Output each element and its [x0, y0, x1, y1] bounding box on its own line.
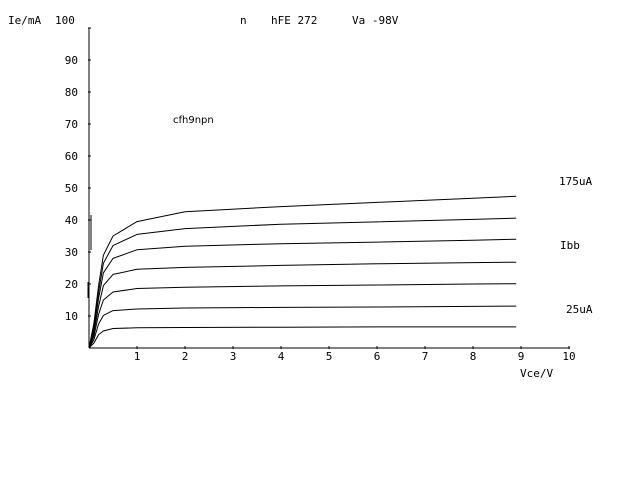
y-tick-top-label: 100 [55, 14, 75, 27]
y-tick-label-60: 60 [65, 150, 78, 163]
y-tick-label-40: 40 [65, 214, 78, 227]
x-tick-label-8: 8 [470, 350, 477, 363]
x-tick-label-5: 5 [326, 350, 333, 363]
x-tick-label-9: 9 [518, 350, 525, 363]
x-tick-label-3: 3 [230, 350, 237, 363]
curve-label-middle: Ibb [560, 239, 580, 252]
ic-curve-175ua [88, 195, 517, 349]
y-tick-label-90: 90 [65, 54, 78, 67]
x-tick-label-7: 7 [422, 350, 429, 363]
x-tick-label-2: 2 [182, 350, 189, 363]
curve-label-top: 175uA [559, 175, 592, 188]
curve-group [88, 195, 517, 349]
hfe-value: hFE 272 [271, 14, 317, 27]
y-tick-group: 10 20 30 40 50 60 70 80 90 [65, 27, 91, 323]
ic-curve-50ua [88, 305, 517, 349]
ic-curve-150ua [88, 217, 517, 349]
x-tick-label-10: 10 [562, 350, 575, 363]
x-tick-label-1: 1 [134, 350, 141, 363]
x-tick-label-6: 6 [374, 350, 381, 363]
y-tick-label-10: 10 [65, 310, 78, 323]
ic-curve-25ua [88, 326, 517, 349]
x-tick-label-4: 4 [278, 350, 285, 363]
x-tick-group: 1 2 3 4 5 6 7 8 9 10 [134, 346, 576, 363]
device-annotation: cfh9npn [173, 115, 214, 126]
y-tick-label-80: 80 [65, 86, 78, 99]
ic-curve-125ua [88, 238, 517, 349]
y-tick-label-20: 20 [65, 278, 78, 291]
y-axis-label: Ie/mA [8, 14, 41, 27]
y-tick-label-50: 50 [65, 182, 78, 195]
x-axis-label: Vce/V [520, 367, 553, 380]
va-value: Va -98V [352, 14, 399, 27]
y-tick-label-30: 30 [65, 246, 78, 259]
ic-curve-75ua [88, 283, 517, 349]
ic-curve-100ua [88, 261, 517, 349]
y-tick-label-70: 70 [65, 118, 78, 131]
curve-label-bottom: 25uA [566, 303, 593, 316]
transistor-type: n [240, 14, 247, 27]
